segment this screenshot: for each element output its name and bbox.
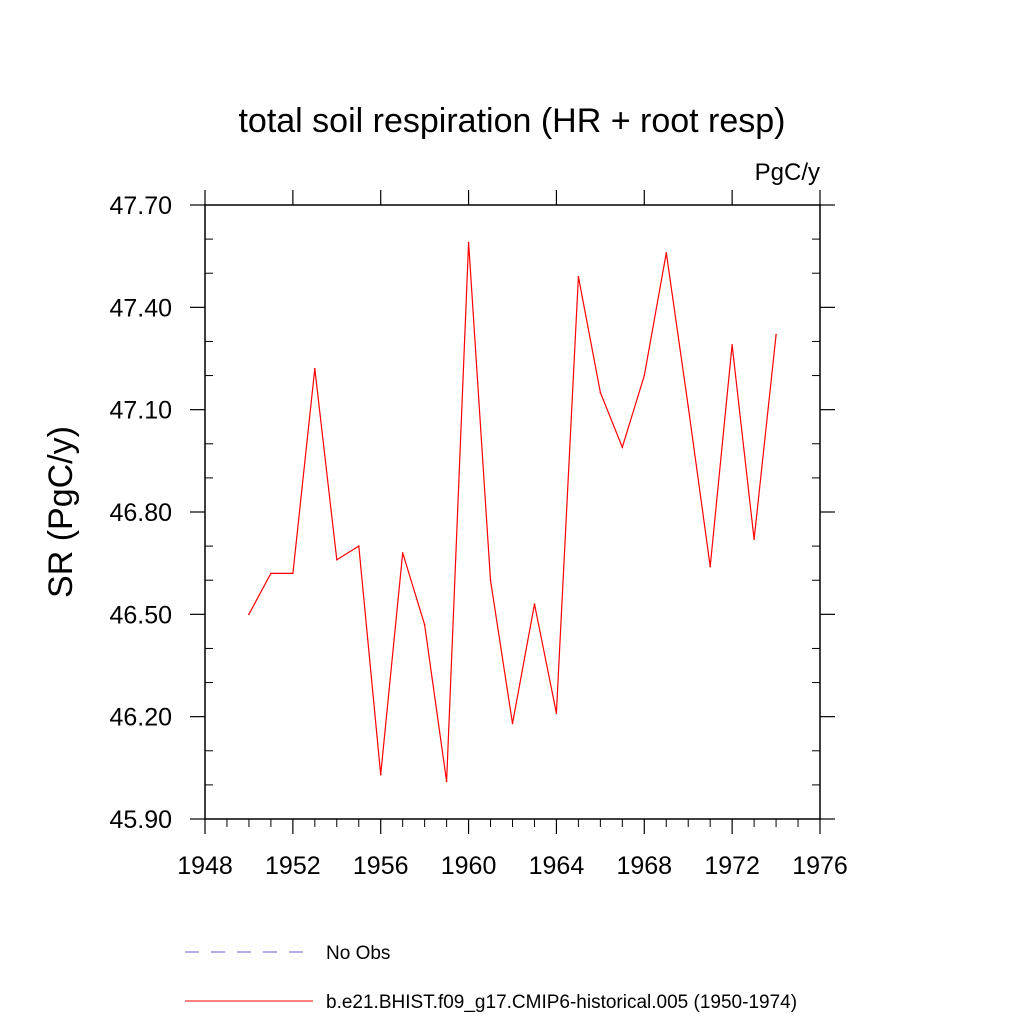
y-axis-label: SR (PgC/y) (42, 426, 80, 598)
data-point (248, 613, 250, 616)
x-tick-label: 1960 (441, 852, 497, 880)
data-point (489, 579, 492, 582)
legend-label: No Obs (326, 943, 390, 964)
y-tick-label: 45.90 (109, 806, 172, 834)
y-tick-label: 46.20 (109, 704, 172, 732)
data-point (665, 251, 668, 254)
data-point (357, 545, 360, 547)
axis-tick-labels: 1948 1952 1956 1960 1964 1968 1972 1976 45.90 46.… (109, 192, 847, 880)
data-point (314, 367, 316, 370)
data-point (577, 275, 580, 278)
data-point (270, 572, 272, 575)
y-tick-label: 47.70 (109, 192, 172, 220)
y-tick-label: 46.50 (109, 601, 172, 629)
data-point (775, 333, 777, 336)
chart-title: total soil respiration (HR + root resp) (238, 102, 785, 140)
data-point (599, 391, 602, 394)
data-point (643, 374, 646, 377)
x-tick-label: 1952 (265, 852, 321, 880)
data-point (335, 558, 338, 561)
data-point (423, 623, 426, 626)
y-tick-label: 46.80 (109, 499, 172, 527)
y-tick-label: 47.10 (109, 397, 172, 425)
data-point (621, 446, 624, 448)
x-tick-label: 1956 (353, 852, 409, 880)
x-tick-label: 1972 (704, 852, 760, 880)
data-point (533, 603, 536, 605)
y-tick-label: 47.40 (109, 294, 172, 322)
units-label: PgC/y (755, 159, 820, 186)
data-point (687, 405, 690, 408)
plot-frame (204, 204, 821, 820)
data-point (753, 538, 755, 541)
data-point (555, 712, 558, 715)
data-point (709, 565, 711, 568)
data-point (292, 572, 294, 575)
data-point (401, 552, 404, 554)
series-lines (248, 241, 777, 783)
legend: No Obs b.e21.BHIST.f09_g17.CMIP6-historic… (185, 943, 797, 1013)
x-tick-label: 1976 (792, 852, 848, 880)
legend-label: b.e21.BHIST.f09_g17.CMIP6-historical.005… (326, 992, 797, 1013)
axis-ticks (190, 190, 835, 834)
data-point (731, 344, 733, 346)
x-tick-label: 1968 (616, 852, 672, 880)
x-tick-label: 1964 (529, 852, 585, 880)
data-point (511, 722, 514, 725)
data-point (379, 773, 382, 776)
data-point (467, 241, 470, 244)
series-line (248, 242, 777, 782)
data-point (445, 780, 448, 783)
x-tick-label: 1948 (177, 852, 233, 880)
